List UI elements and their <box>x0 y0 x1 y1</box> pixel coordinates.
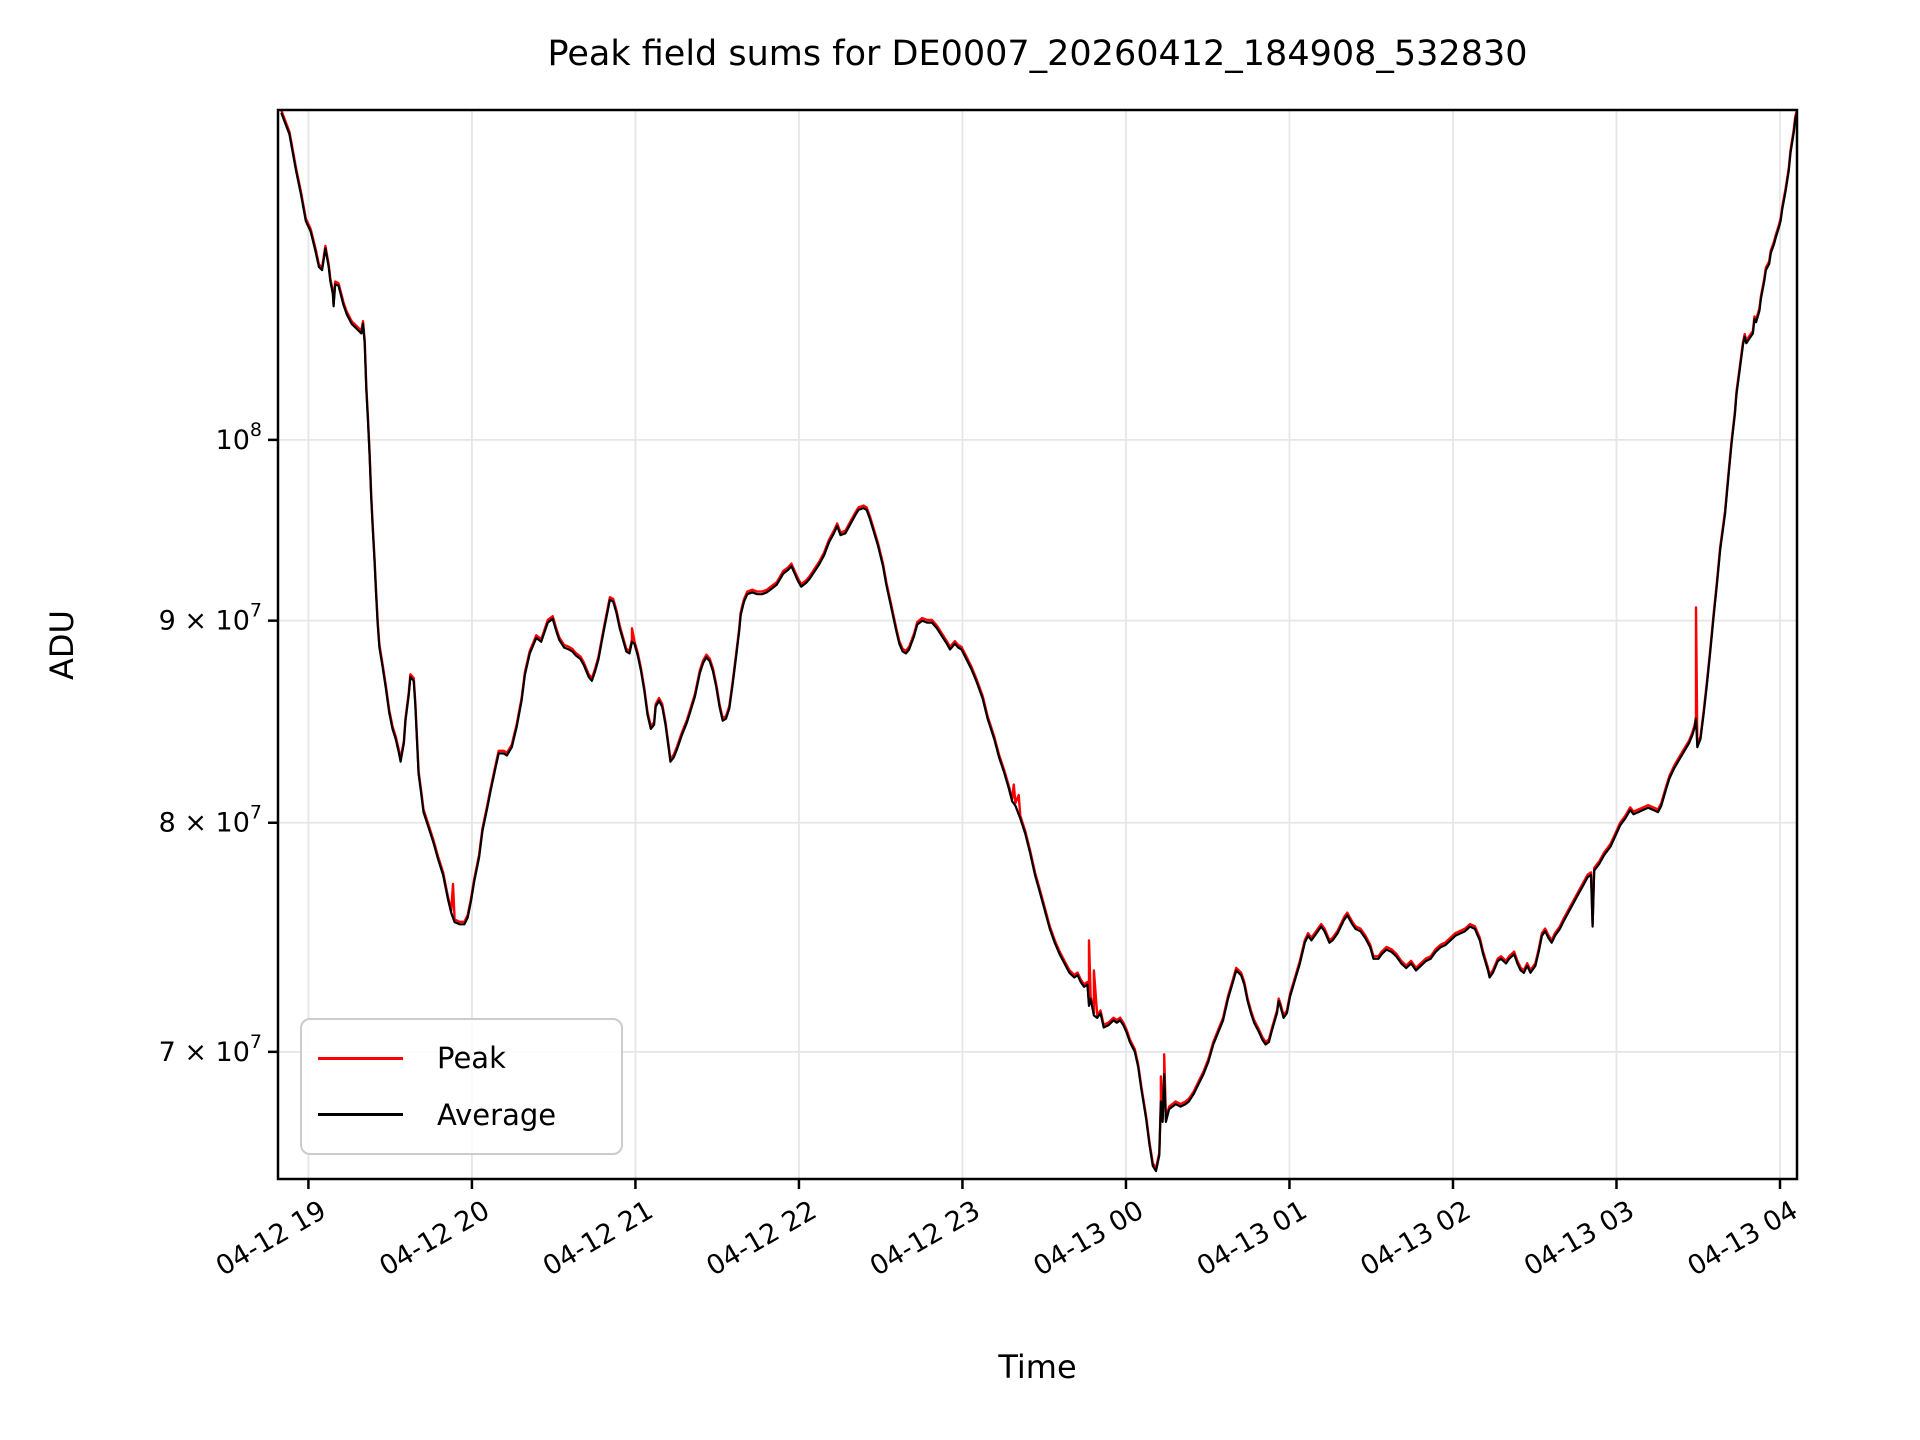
x-tick-label: 04-13 00 <box>1028 1195 1149 1283</box>
legend-line-peak-icon <box>318 1056 403 1060</box>
x-tick-label: 04-13 01 <box>1192 1195 1313 1283</box>
legend-line-average-icon <box>318 1113 403 1117</box>
y-tick-label: 7 × 107 <box>159 1031 262 1068</box>
y-axis-label: ADU <box>43 610 81 680</box>
x-tick-label: 04-13 03 <box>1519 1195 1640 1283</box>
x-tick-label: 04-12 21 <box>538 1195 659 1283</box>
plot-frame <box>276 108 1799 1181</box>
legend-item-label: Average <box>437 1097 557 1132</box>
y-tick-label: 8 × 107 <box>159 802 262 839</box>
x-tick-label: 04-13 04 <box>1682 1195 1803 1283</box>
x-tick-label: 04-12 19 <box>211 1195 332 1283</box>
legend: Peak Average <box>300 1018 623 1155</box>
y-tick-label: 108 <box>216 419 262 456</box>
y-tick-label: 9 × 107 <box>159 600 262 637</box>
x-tick-label: 04-12 20 <box>374 1195 495 1283</box>
legend-item-average: Average <box>318 1098 605 1132</box>
x-tick-label: 04-12 23 <box>865 1195 986 1283</box>
series-peak-line <box>280 109 1799 1170</box>
legend-item-peak: Peak <box>318 1041 605 1075</box>
series-average-line <box>280 112 1799 1173</box>
x-tick-label: 04-12 22 <box>701 1195 822 1283</box>
x-axis-label: Time <box>998 1348 1077 1386</box>
x-tick-label: 04-13 02 <box>1355 1195 1476 1283</box>
page-title: Peak field sums for DE0007_20260412_1849… <box>547 34 1528 74</box>
legend-item-label: Peak <box>437 1041 506 1076</box>
